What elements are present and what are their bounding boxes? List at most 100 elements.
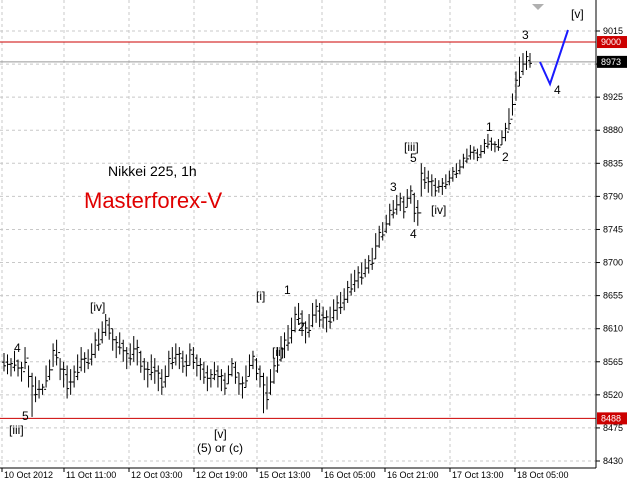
price-bar: [503, 122, 508, 142]
price-bar: [265, 376, 269, 410]
price-bar: [356, 266, 361, 289]
price-bar: [2, 352, 6, 372]
wave-label: 4: [410, 227, 417, 241]
price-bar: [19, 361, 24, 382]
wave-label: [iv]: [90, 300, 105, 314]
price-bar: [124, 347, 129, 370]
wave-label: 5: [22, 409, 29, 423]
price-bar: [12, 350, 17, 372]
price-bar: [496, 139, 501, 151]
price-bar: [317, 302, 322, 328]
price-bar: [114, 336, 119, 359]
price-bar: [117, 332, 122, 355]
price-bar: [222, 372, 227, 395]
price-bar: [243, 365, 248, 388]
price-bars: [2, 50, 532, 417]
price-axis-background: [596, 0, 640, 468]
price-bar: [96, 328, 101, 351]
price-bar: [44, 365, 49, 390]
current-price-badge: [597, 55, 627, 68]
price-bar: [159, 369, 164, 395]
price-bar: [401, 196, 406, 219]
price-bar: [349, 273, 354, 296]
price-bar: [398, 192, 403, 212]
chart-shift-marker-icon: [532, 4, 544, 10]
wave-label: 1: [284, 283, 291, 297]
price-bar: [524, 50, 529, 70]
price-bar: [261, 372, 266, 414]
price-bar: [51, 343, 56, 371]
price-bar: [464, 148, 469, 164]
wave-label: [iv]: [431, 203, 446, 217]
horizontal-levels: [0, 41, 596, 419]
chart-title: Nikkei 225, 1h: [108, 163, 197, 179]
price-bar: [303, 321, 308, 344]
wave-label: (5) or (c): [197, 441, 243, 455]
price-bar: [201, 361, 206, 384]
wave-label: [v]: [214, 427, 227, 441]
price-badges: 9000 8488 8973: [597, 36, 627, 425]
wave-label: [iii]: [404, 140, 419, 154]
price-bar: [145, 361, 150, 388]
price-bar: [40, 383, 45, 395]
watermark: Masterforex-V: [84, 188, 222, 213]
price-bar: [170, 347, 175, 370]
price-bar: [377, 225, 382, 248]
price-bar: [286, 325, 291, 351]
x-tick-label: 12 Oct 03:00: [131, 470, 183, 480]
price-bar: [9, 358, 14, 377]
level-badge: [597, 36, 627, 49]
price-bar: [219, 369, 224, 392]
price-bar: [86, 349, 91, 370]
price-bar: [419, 163, 424, 214]
price-bar: [254, 358, 259, 381]
price-bar: [461, 153, 466, 169]
wave-label: [i]: [256, 289, 265, 303]
price-bar: [293, 306, 298, 333]
price-bar: [328, 306, 333, 329]
price-bar: [517, 56, 522, 87]
price-bar: [177, 347, 182, 370]
price-bar: [422, 166, 427, 190]
price-bar: [380, 222, 385, 241]
price-bar: [485, 133, 490, 149]
price-bar: [450, 166, 455, 182]
price-bar: [359, 262, 364, 285]
x-tick-label: 16 Oct 21:00: [387, 470, 439, 480]
plot-background: [0, 0, 596, 468]
level-badge-label: 8488: [601, 413, 621, 423]
price-bar: [93, 332, 98, 359]
price-bar: [107, 317, 112, 340]
price-bar: [391, 200, 396, 219]
y-tick-label: 8925: [603, 92, 623, 102]
y-tick-label: 8745: [603, 224, 623, 234]
price-bar: [240, 376, 245, 399]
y-tick-label: 8835: [603, 158, 623, 168]
y-tick-label: 9015: [603, 26, 623, 36]
projection-path: [539, 29, 569, 87]
price-bar: [33, 376, 38, 403]
price-bar: [191, 347, 196, 370]
price-bar: [443, 174, 448, 190]
price-bar: [166, 350, 171, 377]
x-tick-label: 15 Oct 13:00: [259, 470, 311, 480]
y-tick-label: 8565: [603, 357, 623, 367]
price-bar: [324, 310, 329, 333]
y-tick-label: 8610: [603, 324, 623, 334]
price-bar: [275, 347, 280, 373]
price-bar: [187, 343, 192, 366]
price-bar: [335, 295, 340, 320]
x-tick-label: 16 Oct 05:00: [324, 470, 376, 480]
price-bar: [387, 203, 392, 226]
wave-label: 4: [14, 341, 21, 355]
price-bar: [212, 361, 217, 381]
price-bar: [233, 361, 238, 384]
y-tick-label: 8520: [603, 390, 623, 400]
wave-label: 2: [502, 150, 509, 164]
price-bar: [156, 365, 161, 392]
price-bar: [429, 174, 434, 197]
time-axis-ticks: 10 Oct 2012 11 Oct 11:00 12 Oct 03:00 12 Oc…: [1, 468, 569, 480]
y-tick-label: 8655: [603, 291, 623, 301]
price-bar: [229, 358, 234, 377]
